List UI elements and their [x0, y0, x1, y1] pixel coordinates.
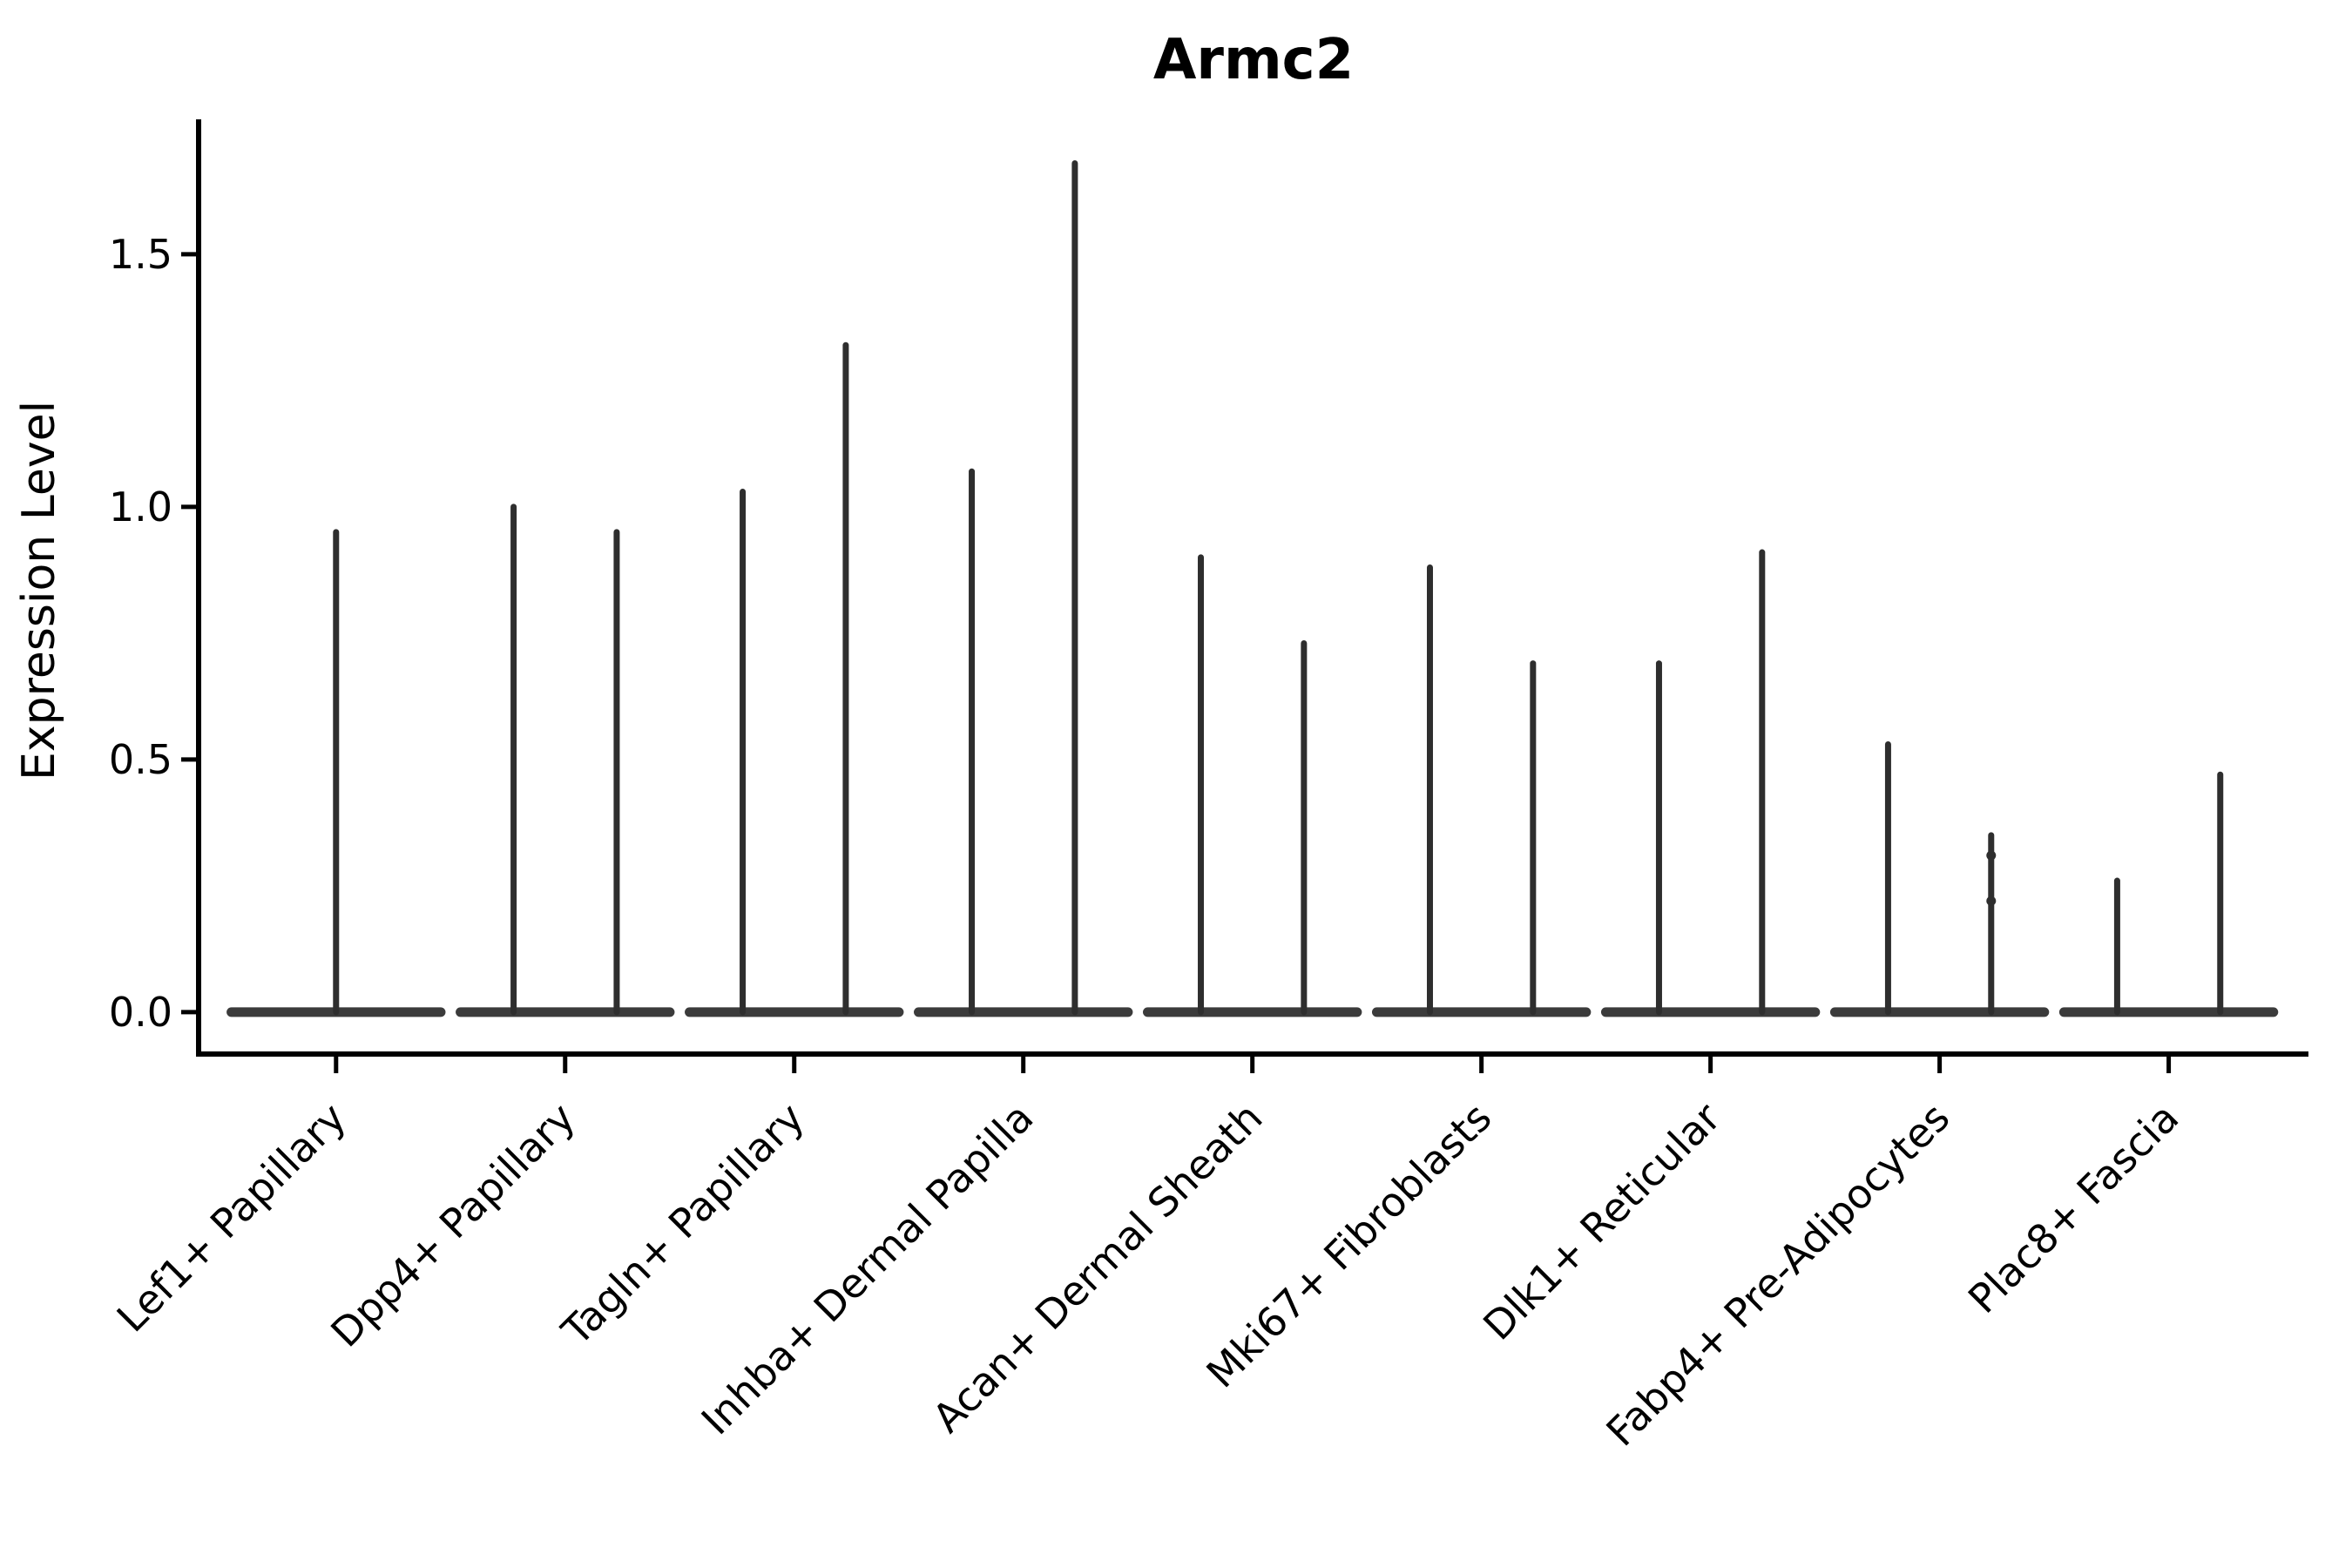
violin-group: [685, 341, 904, 1017]
violin-group: [1829, 740, 2050, 1017]
y-tick-label: 1.5: [109, 231, 172, 278]
y-tick-label: 1.0: [109, 483, 172, 531]
y-axis-label: Expression Level: [13, 401, 65, 781]
chart-title: Armc2: [1153, 28, 1354, 92]
y-tick-label: 0.5: [109, 736, 172, 783]
y-tick-label: 0.0: [109, 989, 172, 1036]
violin-group: [1600, 549, 1821, 1017]
violin-group: [2058, 771, 2279, 1017]
violin-group: [1371, 564, 1592, 1017]
violin-group: [914, 159, 1133, 1017]
violin-group: [456, 504, 675, 1017]
violin-group: [1143, 554, 1362, 1017]
violin-group: [226, 529, 446, 1017]
expression-point: [1986, 850, 1997, 861]
expression-point: [1986, 896, 1997, 906]
